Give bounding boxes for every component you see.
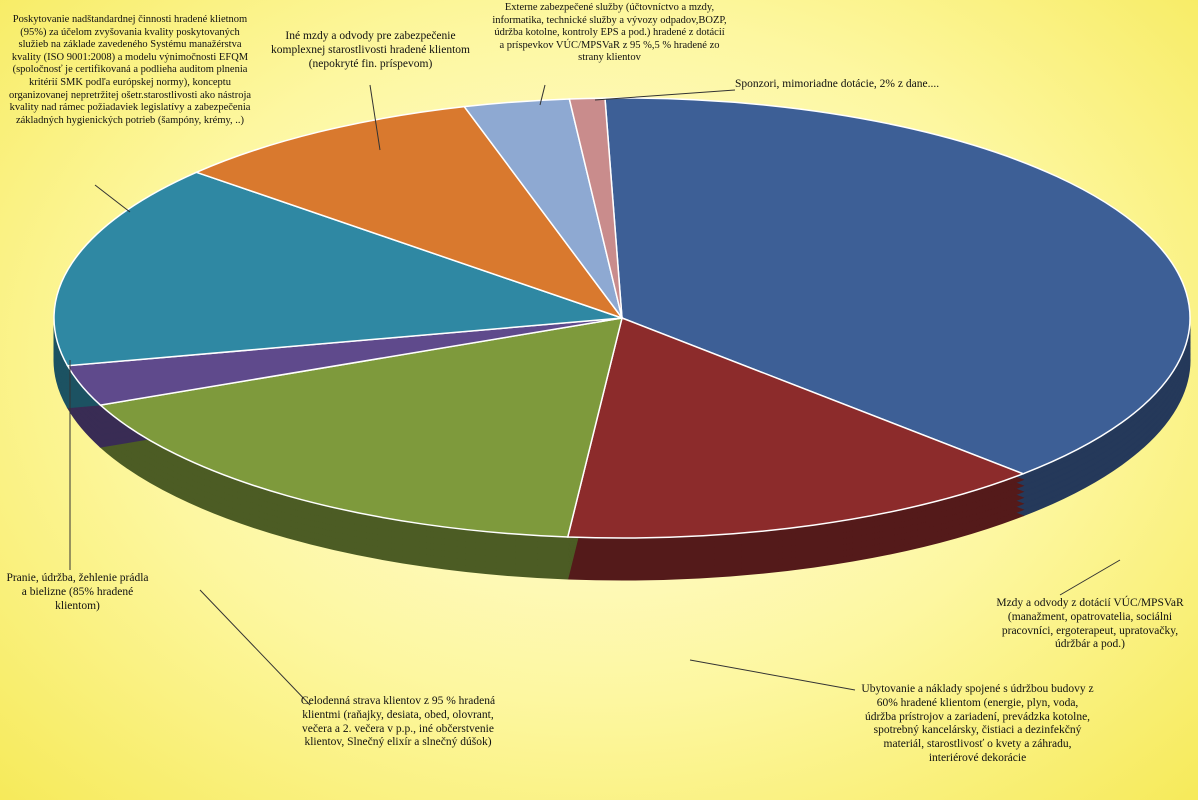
slice-label: Poskytovanie nadštandardnej činnosti hra… (8, 14, 252, 126)
leader (369, 84, 381, 151)
leader-lines (69, 84, 1121, 706)
slice-label: Celodenná strava klientov z 95 % hradená… (300, 695, 496, 749)
slice-label: Externe zabezpečené služby (účtovníctvo … (492, 2, 727, 64)
slice (604, 97, 1191, 475)
slice-label: Pranie, údržba, žehlenie prádla a bieliz… (6, 572, 149, 612)
slice (53, 171, 623, 367)
leader (539, 84, 546, 106)
slice (194, 105, 625, 320)
leader (199, 589, 311, 706)
leader (594, 89, 736, 101)
slice (98, 317, 624, 538)
leader (689, 659, 856, 691)
slice-label: Mzdy a odvody z dotácií VÚC/MPSVaR (mana… (996, 597, 1184, 651)
slice (568, 97, 623, 319)
leader (1059, 559, 1121, 596)
slice-label: Iné mzdy a odvody pre zabezpečenie kompl… (271, 30, 470, 70)
slice-label: Sponzori, mimoriadne dotácie, 2% z dane.… (735, 78, 940, 90)
slice (566, 316, 1026, 539)
pie-top (53, 97, 1191, 539)
slice-label: Ubytovanie a náklady spojené s údržbou b… (861, 683, 1094, 764)
leader (94, 184, 131, 213)
